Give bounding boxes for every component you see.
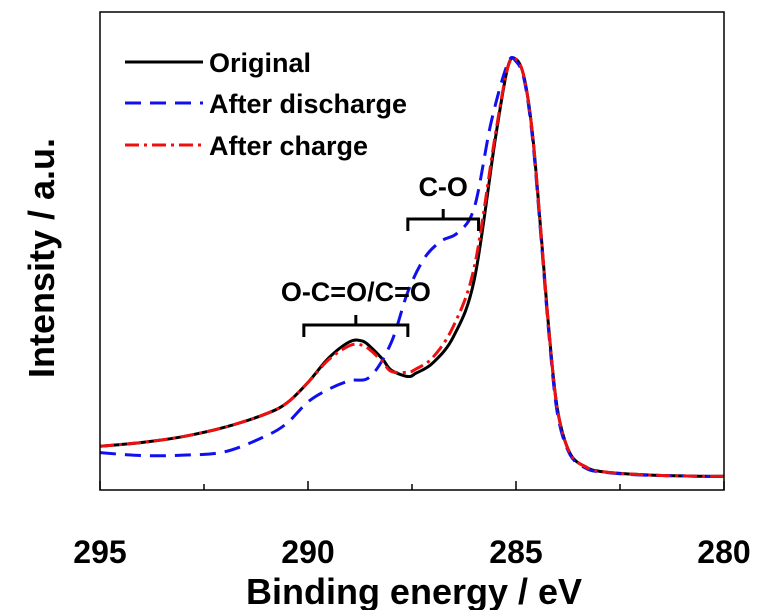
plot-area [100, 56, 724, 478]
legend: Original After discharge After charge [125, 48, 407, 161]
annotation-label-1: C-O [418, 172, 468, 202]
legend-label-1: After discharge [209, 89, 407, 119]
annotation-label-0: O-C=O/C=O [281, 277, 431, 307]
annotations: O-C=O/C=O C-O [281, 172, 481, 337]
legend-label-0: Original [209, 48, 311, 78]
x-tick-label: 295 [73, 534, 126, 570]
annotation-bracket-1 [406, 209, 481, 231]
x-tick-label: 290 [281, 534, 334, 570]
series-line-0 [100, 56, 724, 478]
x-axis-title: Binding energy / eV [246, 571, 582, 610]
x-tick-label: 285 [489, 534, 542, 570]
plot-frame [99, 11, 725, 491]
y-axis-title: Intensity / a.u. [21, 138, 62, 378]
x-tick-label: 280 [697, 534, 750, 570]
annotation-bracket-0 [302, 315, 410, 337]
axes: 295 290 285 280 Binding energy / eV Intensity… [21, 11, 751, 610]
series-line-2 [100, 56, 724, 478]
legend-label-2: After charge [209, 131, 368, 161]
series-line-1 [100, 56, 724, 478]
